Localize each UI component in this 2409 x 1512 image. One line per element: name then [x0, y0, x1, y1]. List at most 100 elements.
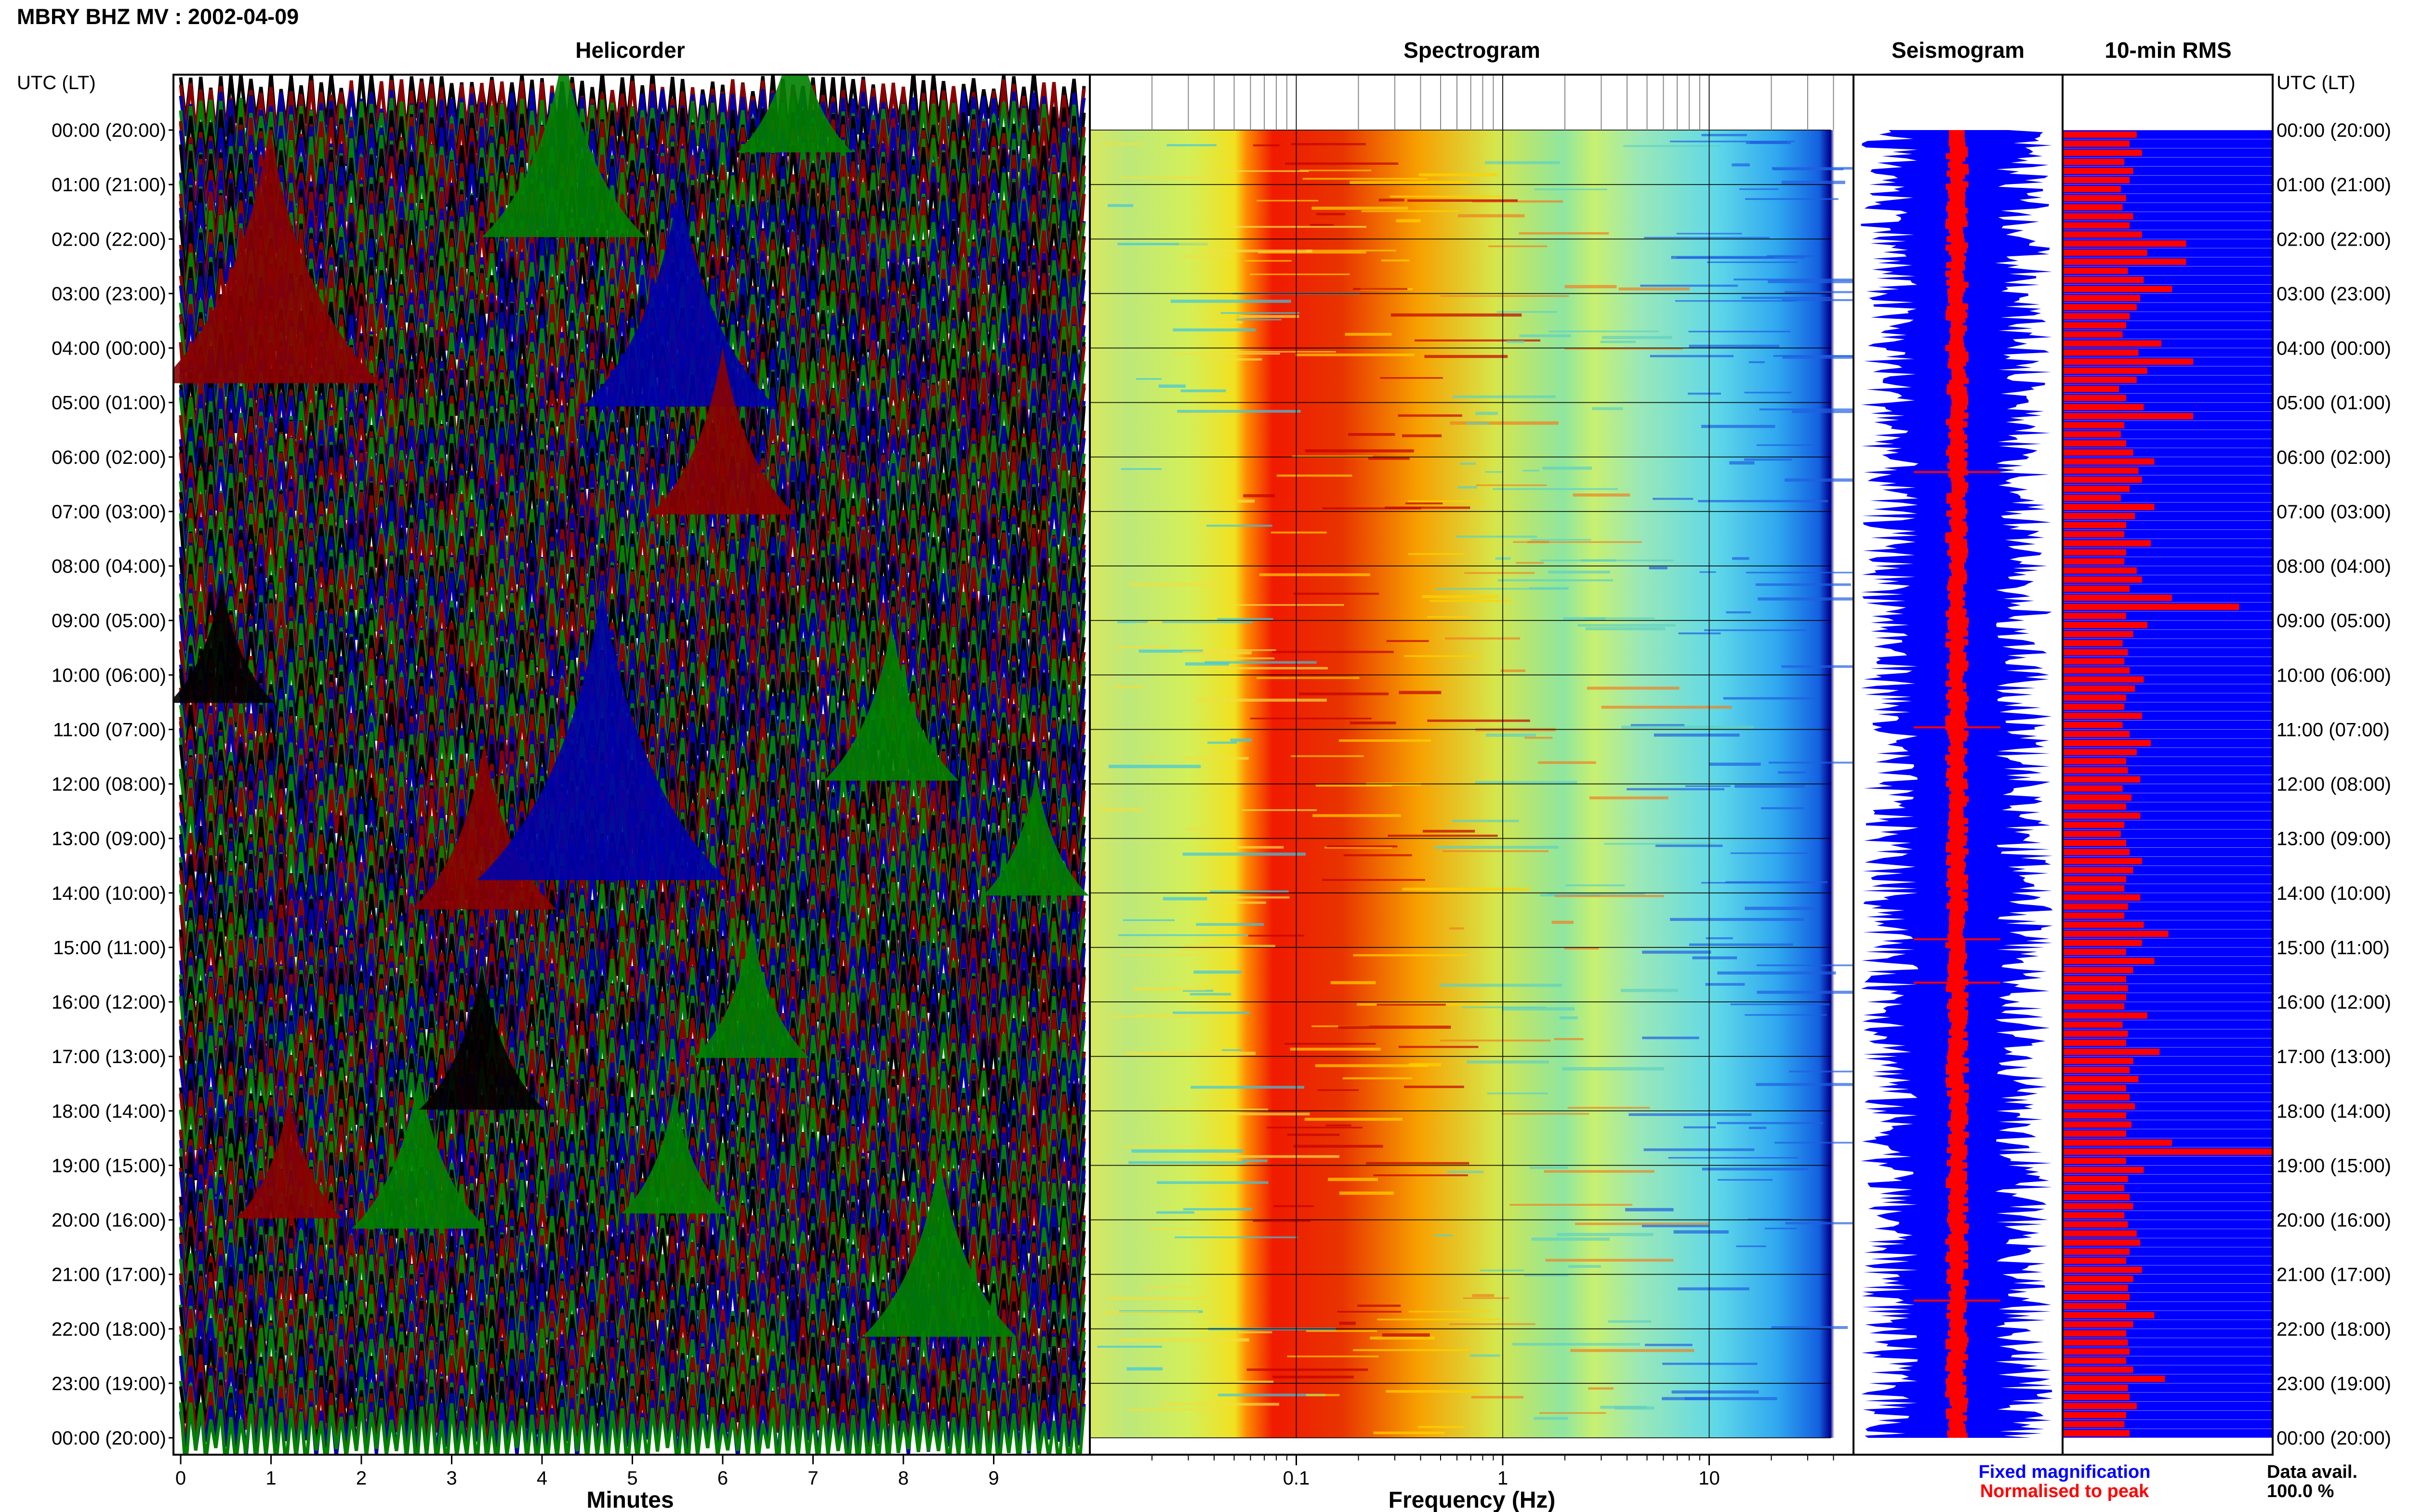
rms-bar	[2063, 767, 2128, 774]
spectrogram-streak	[1103, 143, 1143, 145]
rms-bar	[2063, 140, 2130, 147]
spectrogram-streak	[1655, 844, 1723, 847]
rms-bar	[2063, 1257, 2126, 1264]
spectrogram-streak	[1756, 444, 1816, 446]
spectrogram-streak	[1447, 1170, 1483, 1173]
spectrogram-streak	[1549, 330, 1659, 332]
helicorder-trace	[179, 460, 1086, 529]
rms-bar	[2063, 812, 2141, 819]
rms-bar	[2063, 613, 2126, 619]
time-label-right: 16:00 (12:00)	[2277, 992, 2391, 1013]
rms-bar	[2063, 1275, 2133, 1282]
spectrogram-streak	[1565, 884, 1625, 887]
time-label-left: 05:00 (01:00)	[52, 393, 166, 414]
spectrogram-streak	[1131, 1149, 1244, 1153]
helicorder-trace	[179, 1122, 1086, 1190]
rms-bar	[2063, 958, 2155, 964]
spectrogram-streak	[1485, 161, 1560, 164]
spectrogram-streak	[1653, 498, 1694, 500]
spectrogram-streak	[1427, 616, 1470, 618]
helicorder-event	[862, 1158, 1017, 1337]
spectrogram-streak	[1475, 411, 1498, 415]
spectrogram-streak	[1732, 163, 1750, 167]
spectrogram-streak	[1324, 846, 1392, 849]
rms-bar	[2063, 340, 2162, 347]
spectrogram-streak	[1756, 1083, 1885, 1086]
spectrogram-streak	[1191, 1086, 1304, 1089]
rms-bar	[2063, 1266, 2142, 1273]
rms-bar	[2063, 249, 2147, 256]
time-label-right: 05:00 (01:00)	[2277, 393, 2391, 414]
spectrogram-streak	[1378, 198, 1404, 202]
spectrogram-streak	[1206, 525, 1272, 527]
rms-bar	[2063, 1203, 2133, 1210]
rms-bar	[2063, 948, 2126, 955]
spectrogram-streak	[1519, 334, 1571, 338]
rms-bar	[2063, 840, 2126, 846]
spectrogram-streak	[1257, 677, 1360, 679]
spectrogram-streak	[1567, 1106, 1650, 1109]
helicorder-trace	[179, 517, 1086, 585]
rms-bar	[2063, 1039, 2126, 1046]
spectrogram-streak	[1513, 541, 1642, 543]
spectrogram-streak	[1702, 1168, 1808, 1170]
spectrogram-streak	[1243, 494, 1275, 498]
spectrogram-streak	[1127, 1408, 1225, 1411]
spectrogram-streak	[1560, 1016, 1578, 1019]
spectrogram-streak	[1353, 288, 1408, 290]
spectrogram-streak	[1709, 763, 1761, 766]
spectrogram-streak	[1121, 468, 1162, 470]
time-label-right: 07:00 (03:00)	[2277, 501, 2391, 523]
spectrogram-streak	[1649, 566, 1668, 569]
spectrogram-streak	[1539, 1412, 1606, 1414]
spectrogram-streak	[1276, 474, 1352, 477]
rms-bar	[2063, 1012, 2147, 1019]
spectrogram-streak	[1500, 669, 1526, 672]
helicorder-trace	[179, 163, 1086, 231]
spectrogram-streak	[1385, 506, 1470, 509]
helicorder-trace	[179, 1113, 1086, 1181]
spectrogram-streak	[1685, 785, 1731, 787]
spectrogram-streak	[1758, 597, 1865, 601]
spectrogram-streak	[1348, 433, 1395, 436]
spectrogram-streak	[1162, 621, 1253, 623]
rms-bar	[2063, 204, 2123, 210]
spectrogram-streak	[1450, 421, 1559, 425]
spectrogram-streak	[1429, 600, 1511, 602]
spectrogram-streak	[1357, 1304, 1401, 1307]
helicorder-trace	[179, 182, 1086, 250]
spectrogram-streak	[1645, 1343, 1693, 1346]
helicorder-trace	[179, 610, 1086, 677]
spectrogram-streak	[1644, 237, 1770, 239]
helicorder-trace	[179, 452, 1086, 520]
spectrogram-streak	[1506, 340, 1524, 343]
spectrogram-streak	[1538, 761, 1596, 764]
spectrogram-streak	[1293, 592, 1379, 595]
spectrogram-streak	[1182, 757, 1249, 760]
spectrogram-streak	[1257, 199, 1319, 202]
spectrogram-streak	[1440, 984, 1562, 987]
spectrogram-streak	[1382, 1333, 1430, 1337]
helicorder-event	[173, 126, 381, 383]
spectrogram-x-label: Frequency (Hz)	[1389, 1487, 1556, 1512]
helicorder-header: Helicorder	[575, 38, 685, 63]
spectrogram-streak	[1730, 1003, 1830, 1005]
seismogram-envelope-left	[1853, 130, 1919, 1438]
rms-bar	[2063, 1139, 2172, 1146]
spectrogram-streak	[1493, 488, 1618, 490]
spectrogram-streak	[1734, 785, 1806, 788]
rms-bar	[2063, 331, 2123, 338]
rms-bar	[2063, 985, 2128, 992]
spectrogram-streak	[1287, 1133, 1340, 1136]
spectrogram-streak	[1782, 299, 1860, 302]
spectrogram-streak	[1290, 1048, 1381, 1051]
rms-bar	[2063, 449, 2133, 456]
spectrogram-streak	[1325, 1124, 1351, 1127]
helicorder-event	[622, 1091, 728, 1214]
rms-bar	[2063, 513, 2135, 519]
time-label-right: 15:00 (11:00)	[2277, 937, 2390, 959]
rms-bar	[2063, 258, 2186, 265]
spectrogram-streak	[1564, 285, 1617, 289]
rms-bar	[2063, 231, 2142, 238]
rms-bar	[2063, 486, 2130, 492]
